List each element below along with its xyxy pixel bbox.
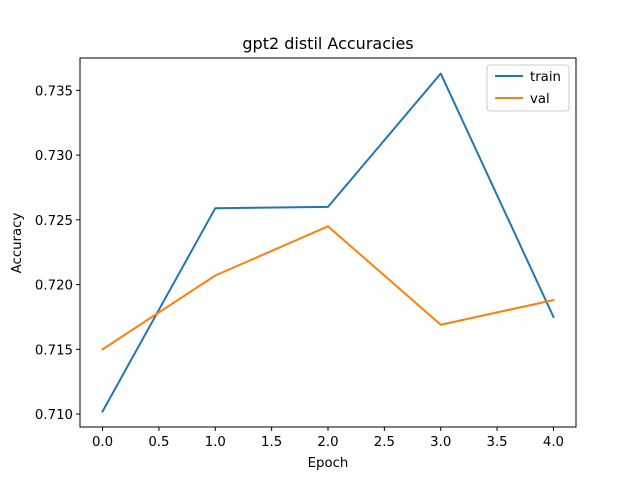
y-tick-label: 0.730	[35, 149, 73, 164]
y-tick-label: 0.725	[35, 214, 73, 229]
legend: train val	[486, 64, 570, 112]
y-axis-label: Accuracy	[10, 213, 25, 274]
y-tick-label: 0.720	[35, 279, 73, 294]
chart-title: gpt2 distil Accuracies	[242, 34, 413, 53]
x-tick-label: 3.0	[430, 435, 451, 450]
x-tick-label: 1.5	[261, 435, 282, 450]
y-axis: 0.710 0.715 0.720 0.725 0.730 0.735	[35, 84, 80, 423]
series-line-val	[101, 225, 555, 351]
plot-area	[101, 72, 555, 413]
x-axis: 0.0 0.5 1.0 1.5 2.0 2.5 3.0 3.5 4.0	[92, 427, 564, 450]
series-line-train	[101, 72, 555, 413]
x-tick-label: 1.0	[205, 435, 226, 450]
x-axis-label: Epoch	[308, 456, 349, 471]
x-tick-label: 2.5	[374, 435, 395, 450]
x-tick-label: 0.0	[92, 435, 113, 450]
x-tick-label: 3.5	[487, 435, 508, 450]
y-tick-label: 0.715	[35, 343, 73, 358]
plot-frame	[79, 57, 577, 428]
y-tick-label: 0.710	[35, 408, 73, 423]
y-tick-label: 0.735	[35, 84, 73, 99]
legend-label-train: train	[530, 70, 561, 85]
x-tick-label: 0.5	[148, 435, 169, 450]
legend-label-val: val	[530, 92, 550, 107]
x-tick-label: 4.0	[543, 435, 564, 450]
x-tick-label: 2.0	[317, 435, 338, 450]
